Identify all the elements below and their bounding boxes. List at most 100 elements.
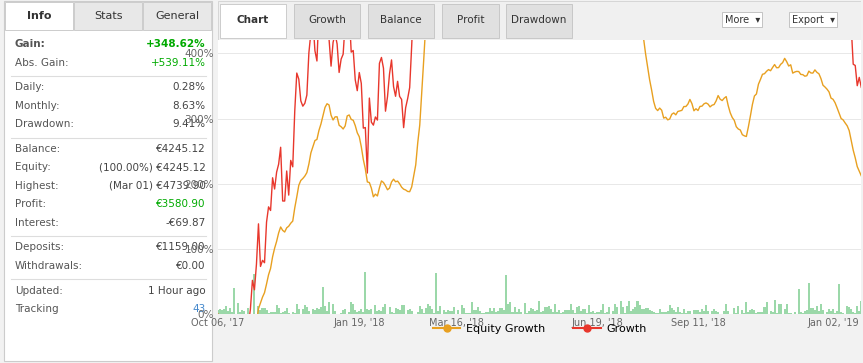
- Bar: [237, 303, 239, 314]
- Bar: [602, 305, 604, 314]
- Bar: [417, 312, 419, 314]
- Bar: [814, 310, 816, 314]
- Bar: [671, 307, 673, 314]
- Bar: [370, 309, 372, 314]
- Bar: [758, 312, 759, 314]
- Bar: [717, 311, 719, 314]
- Bar: [364, 272, 366, 314]
- Bar: [542, 311, 544, 314]
- Bar: [673, 310, 675, 314]
- Bar: [431, 309, 433, 314]
- Bar: [699, 312, 701, 314]
- Bar: [822, 310, 824, 314]
- Bar: [741, 310, 743, 314]
- Bar: [425, 308, 427, 314]
- Bar: [254, 274, 255, 314]
- Bar: [608, 307, 610, 314]
- Bar: [840, 312, 842, 314]
- Text: €3580.90: €3580.90: [156, 199, 205, 209]
- Text: Gain:: Gain:: [15, 39, 46, 49]
- Bar: [652, 312, 655, 314]
- Bar: [340, 313, 342, 314]
- Bar: [296, 303, 298, 314]
- Bar: [281, 311, 284, 314]
- Bar: [749, 310, 752, 314]
- Bar: [596, 312, 598, 314]
- Bar: [503, 310, 506, 314]
- Bar: [649, 310, 651, 314]
- Bar: [790, 313, 791, 314]
- Bar: [544, 307, 545, 314]
- Text: 9.41%: 9.41%: [173, 119, 205, 129]
- Bar: [743, 313, 746, 314]
- Bar: [628, 301, 631, 314]
- Bar: [566, 310, 568, 314]
- Bar: [406, 310, 409, 314]
- Bar: [439, 306, 441, 314]
- Bar: [433, 313, 435, 314]
- Bar: [772, 312, 773, 314]
- Bar: [681, 313, 683, 314]
- Bar: [509, 302, 512, 314]
- Bar: [348, 312, 350, 314]
- Bar: [366, 309, 369, 314]
- Bar: [651, 311, 652, 314]
- Bar: [818, 311, 820, 314]
- Bar: [848, 307, 850, 314]
- FancyBboxPatch shape: [220, 4, 286, 38]
- Bar: [753, 310, 755, 314]
- Bar: [342, 310, 344, 314]
- Bar: [326, 311, 328, 314]
- Text: Equity:: Equity:: [15, 163, 51, 172]
- Bar: [556, 312, 557, 314]
- Bar: [746, 302, 747, 314]
- Bar: [778, 304, 779, 314]
- Bar: [773, 300, 776, 314]
- Text: Profit:: Profit:: [15, 199, 46, 209]
- Legend: Equity Growth, Growth: Equity Growth, Growth: [428, 320, 652, 339]
- Bar: [806, 310, 808, 314]
- Bar: [620, 301, 622, 314]
- Bar: [711, 311, 713, 314]
- Bar: [580, 311, 582, 314]
- Bar: [568, 310, 570, 314]
- Bar: [324, 306, 326, 314]
- Text: Updated:: Updated:: [15, 286, 62, 295]
- Bar: [399, 310, 400, 314]
- Bar: [316, 307, 318, 314]
- Bar: [463, 308, 465, 314]
- Bar: [703, 311, 705, 314]
- Bar: [500, 308, 501, 314]
- Bar: [634, 307, 637, 314]
- Bar: [312, 309, 314, 314]
- Bar: [469, 313, 471, 314]
- FancyBboxPatch shape: [294, 4, 360, 38]
- Bar: [266, 310, 268, 314]
- Bar: [850, 309, 852, 314]
- Bar: [532, 309, 533, 314]
- Bar: [483, 313, 485, 314]
- Bar: [471, 302, 473, 314]
- Bar: [278, 308, 280, 314]
- Bar: [689, 311, 691, 314]
- Bar: [705, 306, 707, 314]
- Text: Balance:: Balance:: [15, 144, 60, 154]
- Bar: [219, 309, 221, 314]
- Text: €0.00: €0.00: [176, 261, 205, 271]
- Bar: [836, 311, 838, 314]
- Text: Chart: Chart: [236, 15, 269, 25]
- Text: Daily:: Daily:: [15, 82, 44, 93]
- Bar: [381, 311, 382, 314]
- Bar: [633, 309, 634, 314]
- Bar: [797, 289, 800, 314]
- Bar: [536, 310, 538, 314]
- Text: More  ▾: More ▾: [725, 15, 760, 25]
- Bar: [582, 309, 584, 314]
- Bar: [640, 309, 643, 314]
- Bar: [260, 310, 261, 314]
- Bar: [842, 313, 844, 314]
- Bar: [457, 310, 459, 314]
- Text: General: General: [155, 11, 199, 20]
- Bar: [639, 305, 640, 314]
- Bar: [385, 304, 387, 314]
